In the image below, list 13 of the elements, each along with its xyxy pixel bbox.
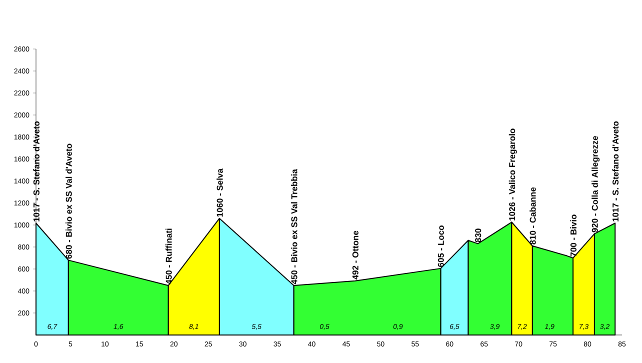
annotation: 810 - Cabanne: [530, 187, 536, 244]
annotation: 450 - Bivio ex SS Val Trebbia: [291, 168, 298, 284]
annotation: 1017 - S. Stefano d'Aveto: [612, 121, 619, 222]
annotation: 700 - Bivio: [570, 214, 576, 256]
annotation: 920 - Colla di Allegrezze: [592, 136, 600, 232]
annotation: 1026 - Valico Fregarolo: [508, 128, 517, 220]
annotation: 492 - Ottone: [352, 230, 358, 280]
annotation: 830: [475, 228, 482, 242]
annotation: 450 - Ruffinati: [166, 228, 172, 284]
annotation: 1017 - S. Stefano d'Aveto: [33, 121, 40, 222]
annotation: 1060 - Selva: [216, 168, 223, 217]
annotation: 605 - Loco: [438, 226, 444, 267]
annotation: 680 - Bivio ex SS Val d'Aveto: [66, 144, 72, 259]
